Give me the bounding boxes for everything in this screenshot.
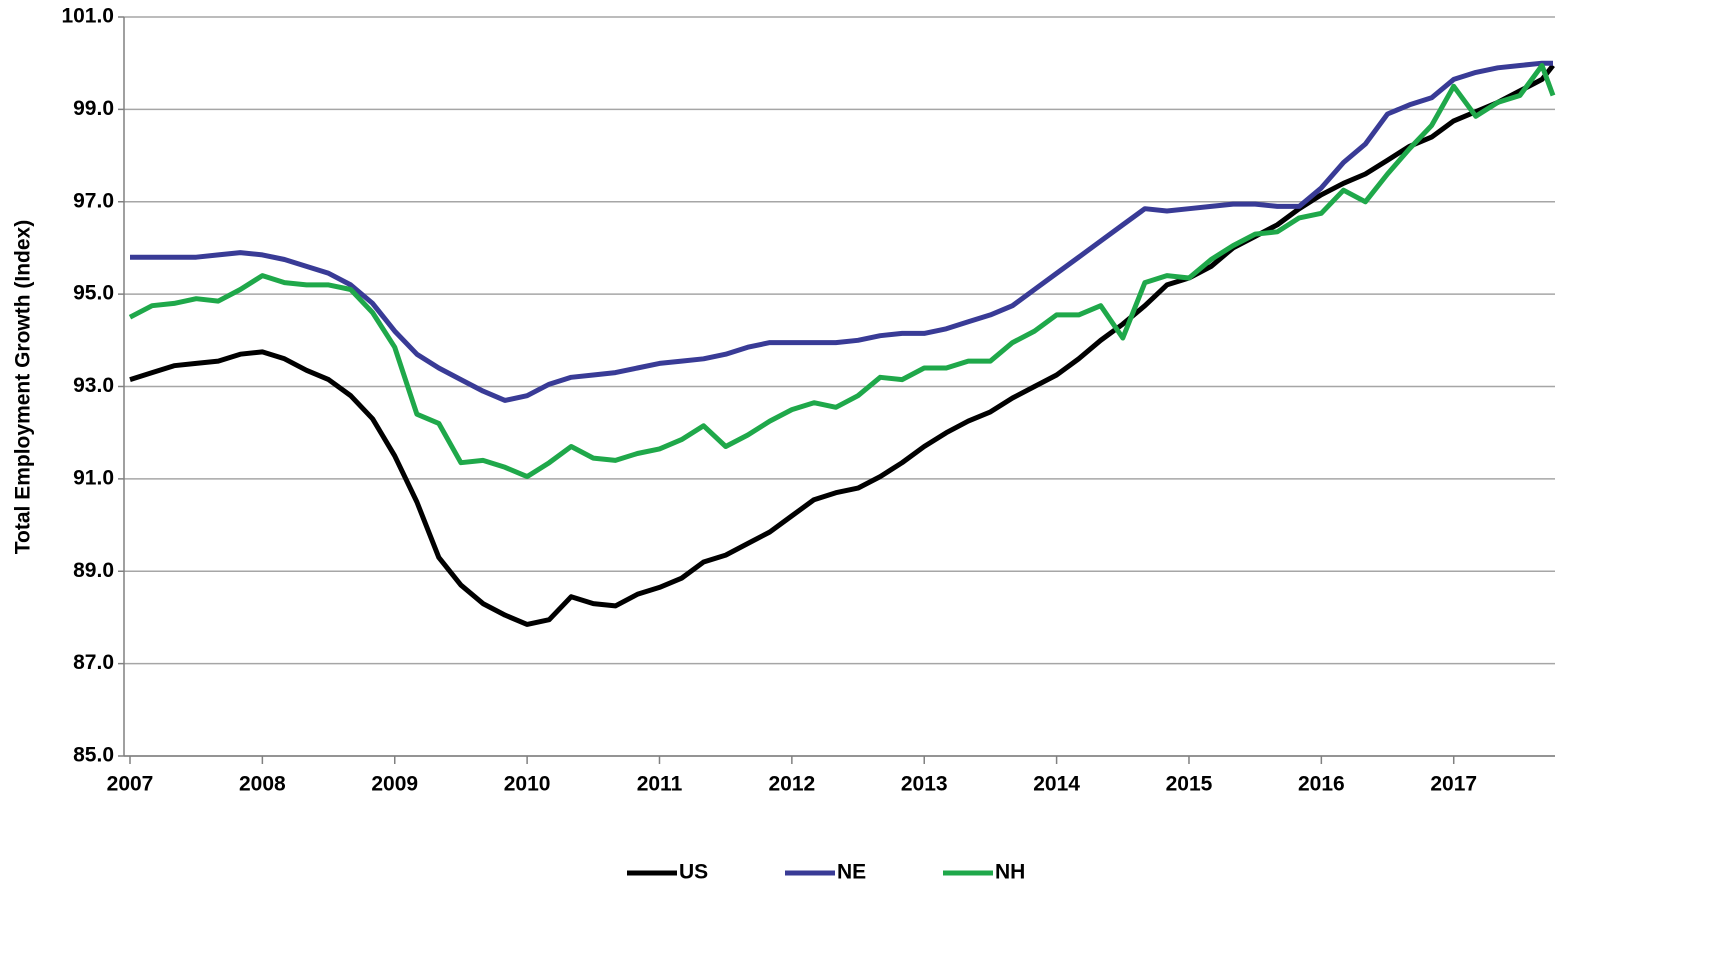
y-tick-label: 99.0 xyxy=(73,97,114,120)
y-tick-label: 87.0 xyxy=(73,651,114,674)
series-line xyxy=(130,60,1553,403)
y-tick-label: 89.0 xyxy=(73,559,114,582)
y-tick-label: 85.0 xyxy=(73,744,114,767)
x-tick-label: 2013 xyxy=(901,773,948,796)
x-tick-label: 2009 xyxy=(371,773,418,796)
y-tick-label: 91.0 xyxy=(73,466,114,489)
y-tick-label: 93.0 xyxy=(73,374,114,397)
legend-label: NE xyxy=(837,861,866,884)
y-tick-label: 95.0 xyxy=(73,282,114,305)
x-tick-label: 2007 xyxy=(107,773,154,796)
y-tick-label: 101.0 xyxy=(61,5,114,28)
x-tick-label: 2010 xyxy=(504,773,551,796)
x-tick-label: 2016 xyxy=(1298,773,1345,796)
legend-label: NH xyxy=(995,861,1025,884)
x-tick-label: 2017 xyxy=(1430,773,1477,796)
y-tick-label: 97.0 xyxy=(73,189,114,212)
x-tick-label: 2012 xyxy=(769,773,816,796)
x-tick-label: 2011 xyxy=(637,773,683,796)
y-axis-label: Total Employment Growth (Index) xyxy=(12,220,35,554)
x-tick-label: 2015 xyxy=(1166,773,1213,796)
series-line xyxy=(128,63,1556,480)
legend-label: US xyxy=(679,861,708,884)
x-tick-label: 2014 xyxy=(1033,773,1080,796)
x-tick-label: 2008 xyxy=(239,773,286,796)
series-line xyxy=(129,63,1555,627)
